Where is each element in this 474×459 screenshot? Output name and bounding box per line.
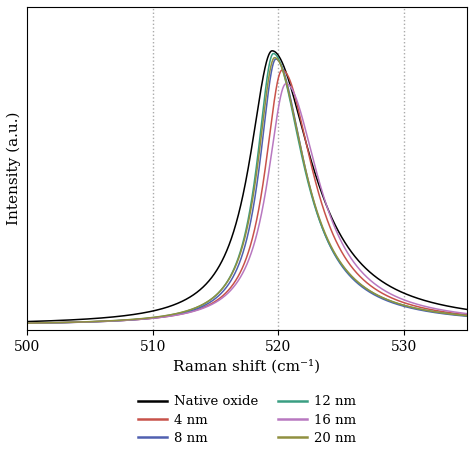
16 nm [408,300,414,305]
8 nm [74,319,80,325]
20 nm [193,305,199,310]
Native oxide [464,307,470,312]
8 nm [456,313,461,318]
Legend: Native oxide, 4 nm, 8 nm, 12 nm, 16 nm, 20 nm: Native oxide, 4 nm, 8 nm, 12 nm, 16 nm, … [138,395,356,445]
20 nm [408,304,414,310]
16 nm [212,300,218,306]
8 nm [212,296,218,302]
12 nm [193,305,199,311]
12 nm [456,312,461,318]
8 nm [273,56,279,62]
20 nm [464,313,470,319]
4 nm [100,319,106,324]
16 nm [100,319,106,324]
4 nm [280,67,285,73]
Line: Native oxide: Native oxide [27,51,467,322]
12 nm [100,319,106,324]
12 nm [464,313,470,319]
4 nm [408,302,414,308]
20 nm [74,319,80,325]
8 nm [408,305,414,311]
X-axis label: Raman shift (cm⁻¹): Raman shift (cm⁻¹) [173,360,320,374]
20 nm [212,294,218,299]
12 nm [212,294,218,299]
12 nm [74,319,80,325]
16 nm [24,320,30,326]
16 nm [456,310,461,315]
Line: 8 nm: 8 nm [27,59,467,323]
8 nm [24,320,30,326]
12 nm [24,320,30,326]
20 nm [456,312,461,318]
20 nm [100,319,106,324]
8 nm [100,319,106,324]
4 nm [456,311,461,317]
12 nm [271,51,276,56]
Native oxide [408,293,414,299]
4 nm [212,299,218,304]
Line: 16 nm: 16 nm [27,84,467,323]
8 nm [193,307,199,312]
16 nm [283,81,289,86]
20 nm [272,55,277,61]
Native oxide [74,317,80,322]
Native oxide [269,48,275,54]
Native oxide [456,305,461,311]
16 nm [464,311,470,316]
Line: 4 nm: 4 nm [27,70,467,323]
4 nm [24,320,30,326]
20 nm [24,320,30,326]
16 nm [193,308,199,313]
4 nm [74,319,80,325]
8 nm [464,313,470,319]
4 nm [193,308,199,313]
Native oxide [100,315,106,320]
Native oxide [193,291,199,296]
Y-axis label: Intensity (a.u.): Intensity (a.u.) [7,112,21,225]
12 nm [408,304,414,310]
4 nm [464,312,470,318]
Native oxide [24,319,30,325]
Native oxide [212,270,218,276]
Line: 20 nm: 20 nm [27,58,467,323]
16 nm [74,319,80,325]
Line: 12 nm: 12 nm [27,54,467,323]
